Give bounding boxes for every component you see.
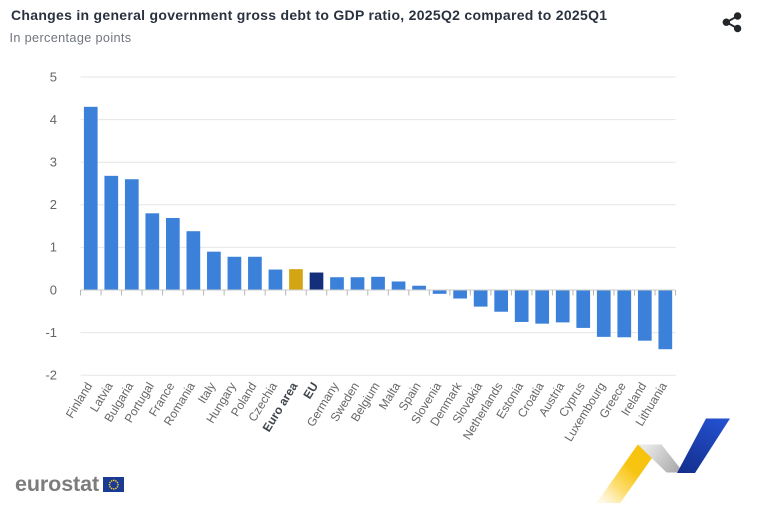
svg-text:0: 0 xyxy=(50,282,57,297)
svg-text:1: 1 xyxy=(50,240,57,255)
svg-text:-2: -2 xyxy=(45,368,57,383)
svg-text:3: 3 xyxy=(50,155,57,170)
svg-text:-1: -1 xyxy=(45,325,57,340)
svg-text:4: 4 xyxy=(50,112,57,127)
svg-text:5: 5 xyxy=(50,69,57,84)
svg-text:2: 2 xyxy=(50,197,57,212)
